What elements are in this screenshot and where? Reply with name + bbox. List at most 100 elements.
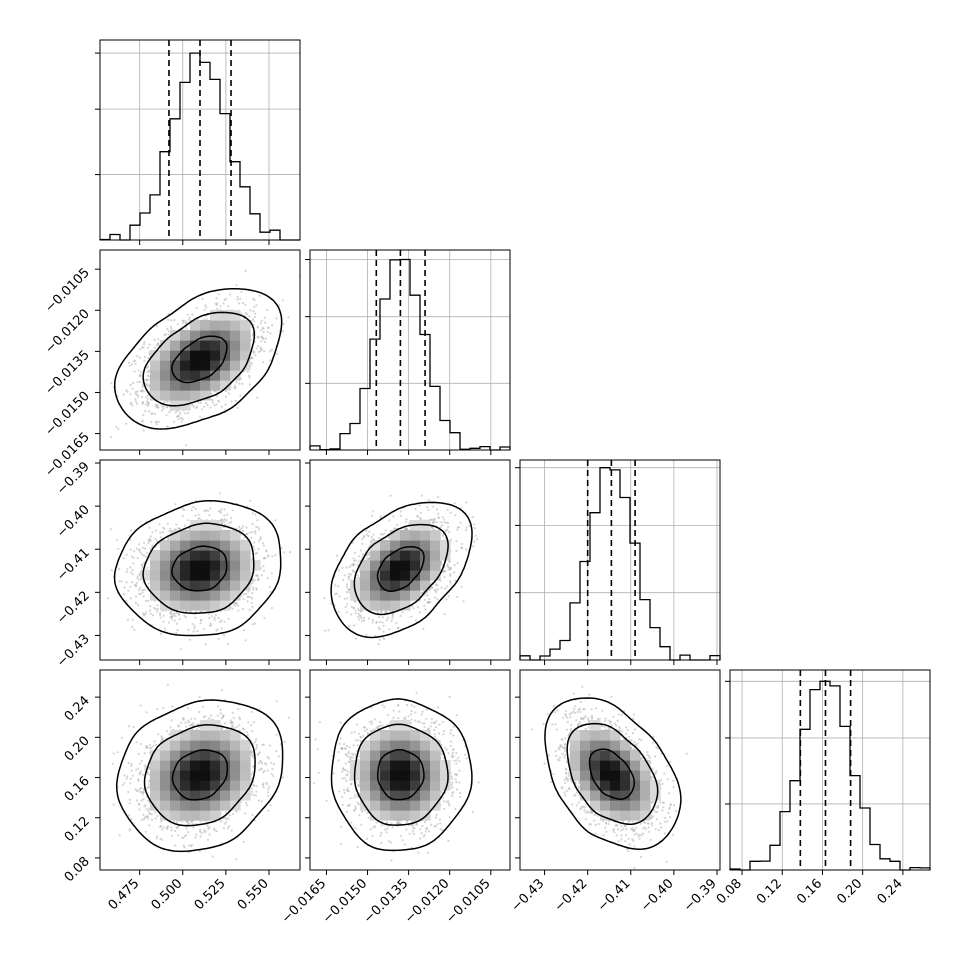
sample-point: [234, 384, 237, 387]
density-cell: [220, 320, 231, 331]
sample-point: [147, 356, 150, 360]
sample-point: [133, 359, 137, 362]
density-cell: [230, 370, 241, 381]
sample-point: [166, 400, 169, 403]
sample-point: [115, 425, 118, 428]
sample-point: [259, 322, 263, 325]
sample-point: [136, 575, 139, 578]
sample-point: [257, 526, 260, 529]
sample-point: [144, 555, 147, 559]
sample-point: [122, 557, 125, 560]
sample-point: [141, 401, 144, 404]
sample-point: [129, 566, 132, 569]
sample-point: [283, 551, 286, 554]
sample-point: [134, 601, 137, 605]
sample-point: [247, 590, 250, 593]
sample-point: [166, 522, 169, 525]
sample-point: [255, 587, 258, 590]
sample-point: [122, 393, 125, 396]
sample-point: [231, 509, 234, 512]
sample-point: [149, 535, 152, 538]
sample-point: [251, 592, 254, 595]
sample-point: [145, 396, 148, 399]
density-cell: [190, 390, 201, 401]
sample-point: [157, 420, 160, 423]
sample-point: [201, 408, 204, 411]
sample-point: [154, 420, 158, 424]
sample-point: [192, 630, 195, 633]
sample-point: [142, 413, 145, 417]
sample-point: [278, 304, 281, 307]
sample-point: [140, 395, 143, 399]
sample-point: [233, 386, 236, 389]
sample-point: [219, 620, 222, 624]
sample-point: [138, 549, 141, 552]
contour-level-1: [113, 288, 283, 430]
sample-point: [243, 629, 246, 632]
sample-point: [141, 553, 144, 556]
sample-point: [185, 327, 188, 330]
sample-point: [214, 613, 218, 617]
sample-point: [266, 577, 269, 580]
sample-point: [235, 284, 238, 287]
sample-point: [187, 318, 191, 321]
sample-point: [159, 535, 162, 539]
sample-point: [220, 627, 223, 630]
sample-point: [148, 604, 152, 608]
sample-point: [146, 365, 150, 368]
sample-point: [142, 595, 145, 598]
sample-point: [155, 404, 158, 407]
sample-point: [204, 509, 208, 512]
sample-point: [127, 361, 131, 364]
sample-point: [131, 618, 134, 621]
sample-point: [220, 508, 223, 511]
sample-point: [252, 588, 255, 591]
sample-point: [254, 312, 257, 315]
sample-point: [264, 337, 267, 340]
sample-point: [205, 401, 208, 405]
sample-point: [174, 503, 177, 506]
sample-point: [162, 620, 165, 623]
density-cell: [200, 370, 211, 381]
sample-point: [260, 329, 263, 332]
sample-point: [213, 404, 216, 407]
sample-point: [131, 568, 134, 572]
sample-point: [238, 528, 242, 531]
sample-point: [125, 389, 128, 392]
sample-point: [141, 420, 144, 423]
sample-point: [187, 628, 190, 632]
sample-point: [106, 597, 109, 600]
sample-point: [280, 547, 283, 550]
sample-point: [140, 563, 143, 566]
sample-point: [201, 297, 204, 300]
sample-point: [165, 406, 168, 409]
density-cell: [220, 380, 231, 391]
sample-point: [222, 302, 225, 305]
sample-point: [263, 316, 266, 319]
density-cell: [200, 350, 211, 361]
sample-point: [199, 610, 202, 613]
sample-point: [134, 397, 137, 400]
sample-point: [213, 616, 216, 619]
sample-point: [134, 391, 137, 394]
sample-point: [208, 616, 211, 620]
sample-point: [252, 545, 255, 548]
sample-point: [235, 601, 238, 604]
sample-point: [269, 332, 272, 335]
sample-point: [136, 380, 139, 384]
density-cell: [210, 310, 221, 321]
sample-point: [194, 514, 197, 517]
sample-point: [155, 325, 158, 328]
sample-point: [244, 639, 247, 642]
sample-point: [162, 407, 165, 410]
density-cell: [200, 340, 211, 351]
sample-point: [216, 302, 219, 305]
contour-level-2: [142, 311, 256, 407]
sample-point: [178, 613, 181, 616]
sample-point: [239, 297, 242, 300]
sample-point: [176, 323, 179, 326]
sample-point: [142, 612, 145, 615]
density-cell: [180, 370, 191, 381]
sample-point: [188, 638, 192, 641]
sample-point: [259, 538, 262, 541]
